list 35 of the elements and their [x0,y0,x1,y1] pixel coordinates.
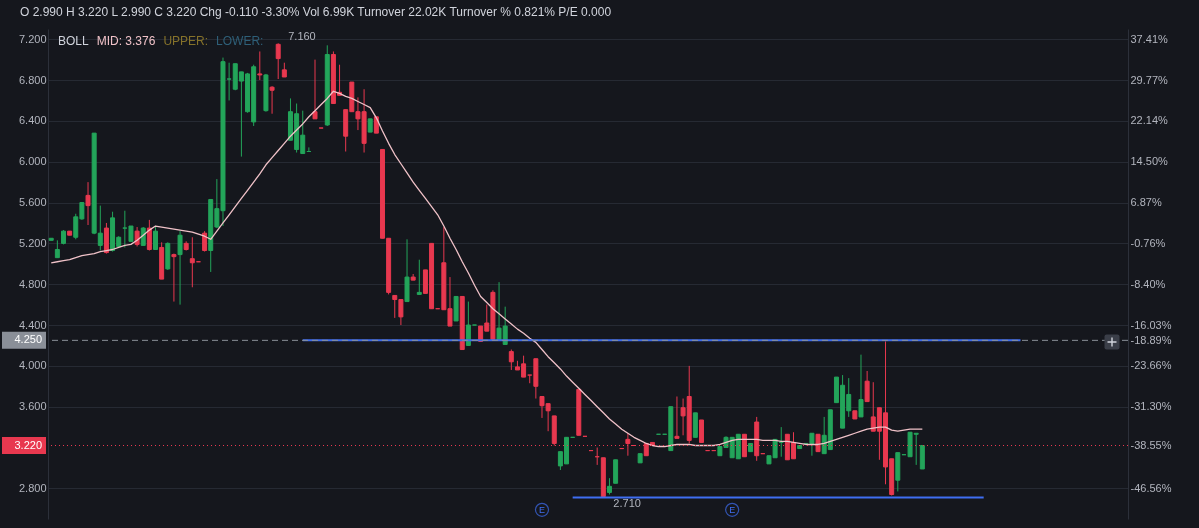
y-tick-label: 5.600 [18,196,47,209]
y2-tick-label: -18.89% [1130,333,1172,346]
y2-tick-label: -23.66% [1130,359,1172,372]
y-tick-label: 6.400 [18,114,47,127]
legend-label: LOWER: [216,34,264,48]
y-tick-label: 7.200 [18,32,47,45]
y2-tick-label: 14.50% [1130,155,1169,168]
y2-tick-label: -46.56% [1130,481,1172,494]
y2-tick-label: -38.55% [1130,439,1172,452]
y2-tick-label: -16.03% [1130,318,1172,331]
y-tick-label: 4.400 [18,318,47,331]
data-label: E [538,504,545,515]
annotation: 2.710 [613,496,641,509]
y2-tick-label: -0.76% [1130,236,1166,249]
y-tick-label: 6.000 [18,155,47,168]
legend-label: UPPER: [163,34,209,48]
y-tick-label: 5.200 [18,236,47,249]
y2-tick-label: 6.87% [1130,196,1162,209]
y-tick-label: 3.600 [18,400,47,413]
chart-title: O 2.990 H 3.220 L 2.990 C 3.220 Chg -0.110 -3.30% Vol 6.99K Turnover 22.02K Turnover % 0.821% P/E 0.000 [20,5,612,19]
y2-tick-label: 22.14% [1130,114,1169,127]
y-tick-label: 2.800 [18,481,47,494]
y2-tick-label: -8.40% [1130,277,1166,290]
y2-tick-label: -31.30% [1130,400,1172,413]
data-label: E [729,504,736,515]
y2-tick-label: 37.41% [1130,32,1169,45]
legend-title: BOLL [58,34,89,48]
ref-line-label: 4.250 [14,333,42,346]
annotation: 7.160 [288,30,316,43]
y2-tick-label: 29.77% [1130,73,1169,86]
y-tick-label: 4.000 [18,359,47,372]
y-tick-label: 4.800 [18,277,47,290]
text: MID: 3.376 [96,34,156,48]
ref-line-label: 3.220 [14,438,42,451]
y-tick-label: 6.800 [18,73,47,86]
